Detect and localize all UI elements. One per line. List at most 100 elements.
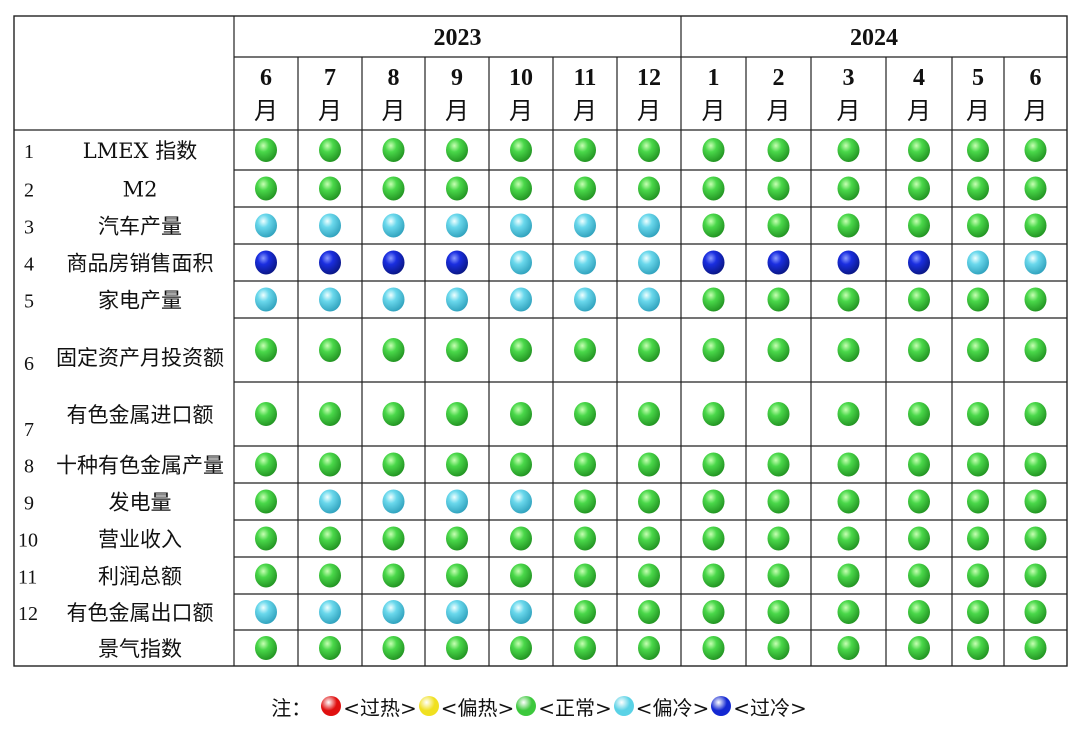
status-ball-normal: [702, 636, 725, 660]
legend-item-cold: <过冷>: [711, 692, 807, 721]
status-ball-normal: [1024, 402, 1047, 426]
status-ball-normal: [255, 636, 277, 660]
legend-item-normal: <正常>: [516, 692, 612, 721]
status-ball-normal: [382, 452, 405, 477]
status-ball-normal: [767, 138, 790, 162]
status-ball-normal: [702, 402, 725, 426]
row-index: 2: [24, 180, 34, 202]
status-ball-normal: [702, 138, 725, 162]
row-label: 汽车产量: [98, 215, 182, 239]
status-ball-normal: [908, 489, 930, 514]
month-unit: 月: [445, 97, 469, 125]
month-unit: 月: [509, 97, 533, 125]
status-ball-normal: [319, 452, 341, 477]
status-ball-cool: [510, 287, 532, 312]
status-ball-normal: [382, 636, 405, 660]
status-ball-normal: [255, 526, 277, 551]
row-label: LMEX 指数: [83, 139, 197, 163]
row-label: 发电量: [109, 491, 172, 515]
month-number: 12: [637, 65, 661, 91]
month-unit: 月: [966, 97, 990, 125]
status-ball-normal: [255, 338, 277, 362]
status-ball-cool: [382, 489, 405, 514]
row-index: 3: [24, 217, 34, 239]
month-number: 6: [1030, 65, 1042, 91]
row-label: 有色金属进口额: [67, 403, 214, 427]
status-ball-cool: [382, 213, 405, 238]
status-ball-cold: [702, 250, 725, 275]
status-ball-normal: [767, 213, 790, 238]
status-ball-normal: [574, 402, 596, 426]
status-ball-normal: [319, 176, 341, 201]
status-ball-normal: [702, 176, 725, 201]
status-ball-normal: [638, 636, 660, 660]
signal-table: 2023 2024 6 月 7 月 8 月 9 月 10 月 11 月 12 月 1 月 2 月 3 月 4 月 5 月 6 月 1 LM…: [13, 15, 1068, 667]
legend-note: 注：: [271, 695, 312, 720]
status-ball-normal: [967, 526, 989, 551]
status-ball-cool: [446, 600, 468, 624]
month-number: 4: [913, 65, 925, 91]
row-label: 家电产量: [98, 289, 182, 313]
status-ball-normal: [967, 287, 989, 312]
status-ball-cool: [638, 213, 660, 238]
legend-label-cool: <偏冷>: [635, 695, 710, 720]
status-ball-normal: [967, 636, 989, 660]
month-number: 7: [324, 65, 336, 91]
status-ball-normal: [702, 287, 725, 312]
status-ball-normal: [702, 563, 725, 588]
status-ball-normal: [967, 563, 989, 588]
status-ball-normal: [319, 402, 341, 426]
status-ball-cool: [638, 250, 660, 275]
status-ball-normal: [638, 138, 660, 162]
status-ball-normal: [767, 636, 790, 660]
row-label: 景气指数: [98, 637, 182, 661]
month-unit: 月: [254, 97, 278, 125]
status-ball-cool: [574, 287, 596, 312]
status-ball-normal: [908, 287, 930, 312]
status-ball-cool: [319, 213, 341, 238]
status-ball-normal: [446, 402, 468, 426]
status-ball-cold: [319, 250, 341, 275]
status-ball-cool: [382, 600, 405, 624]
status-ball-normal: [510, 452, 532, 477]
cool-dot-icon: [613, 696, 634, 716]
status-ball-normal: [702, 338, 725, 362]
row-index: 1: [24, 141, 34, 163]
month-number: 11: [574, 65, 597, 91]
row-label: 十种有色金属产量: [56, 454, 224, 478]
status-ball-normal: [1024, 176, 1047, 201]
status-ball-normal: [638, 600, 660, 624]
status-ball-normal: [574, 489, 596, 514]
status-ball-normal: [319, 138, 341, 162]
status-ball-normal: [1024, 452, 1047, 477]
status-ball-normal: [967, 402, 989, 426]
status-ball-cool: [510, 213, 532, 238]
status-ball-normal: [510, 526, 532, 551]
status-ball-normal: [1024, 489, 1047, 514]
status-ball-normal: [382, 526, 405, 551]
status-ball-normal: [510, 176, 532, 201]
status-ball-normal: [510, 338, 532, 362]
warm-dot-icon: [418, 696, 439, 716]
status-ball-cool: [967, 250, 989, 275]
status-ball-normal: [1024, 287, 1047, 312]
month-number: 9: [451, 65, 463, 91]
legend-item-hot: <过热>: [321, 692, 417, 721]
status-ball-normal: [319, 338, 341, 362]
status-ball-normal: [908, 600, 930, 624]
status-ball-cold: [837, 250, 860, 275]
row-label: 商品房销售面积: [67, 252, 214, 276]
status-ball-normal: [967, 489, 989, 514]
month-unit: 月: [382, 97, 406, 125]
status-ball-normal: [255, 489, 277, 514]
status-ball-normal: [1024, 338, 1047, 362]
legend-label-warm: <偏热>: [440, 695, 515, 720]
status-ball-normal: [767, 338, 790, 362]
legend-label-hot: <过热>: [343, 695, 417, 720]
row-index: 12: [18, 603, 38, 625]
month-unit: 月: [1024, 97, 1048, 125]
status-ball-normal: [510, 402, 532, 426]
status-ball-normal: [837, 600, 860, 624]
row-index: 9: [24, 493, 34, 515]
status-ball-normal: [908, 563, 930, 588]
